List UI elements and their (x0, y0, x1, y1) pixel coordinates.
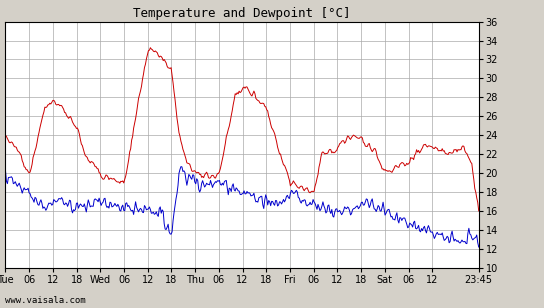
Title: Temperature and Dewpoint [°C]: Temperature and Dewpoint [°C] (133, 7, 351, 20)
Text: www.vaisala.com: www.vaisala.com (5, 296, 86, 305)
